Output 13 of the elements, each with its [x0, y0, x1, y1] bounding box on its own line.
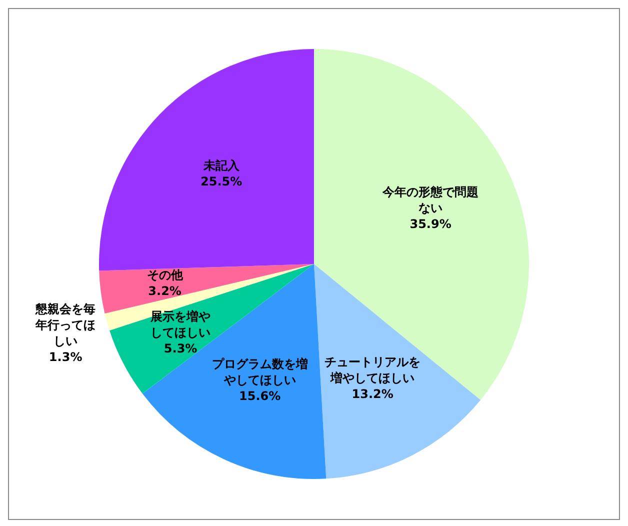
data-label: 25.5% [200, 174, 242, 188]
data-label: 5.3% [164, 342, 198, 356]
slice-label: その他 [146, 268, 184, 282]
slice-label: プログラム数を増やしてほしい [212, 357, 308, 388]
data-label: 35.9% [410, 216, 452, 231]
slice-label: チュートリアルを増やしてほしい [324, 355, 421, 386]
data-label: 15.6% [238, 389, 281, 404]
data-label: 1.3% [48, 350, 82, 364]
slice-label: 懇親会を毎年行ってほしい [34, 302, 96, 348]
data-label: 3.2% [148, 284, 182, 298]
data-label: 13.2% [352, 387, 394, 402]
slice-label: 今年の形態で問題ない [382, 184, 479, 215]
slice-label: 未記入 [202, 158, 240, 172]
